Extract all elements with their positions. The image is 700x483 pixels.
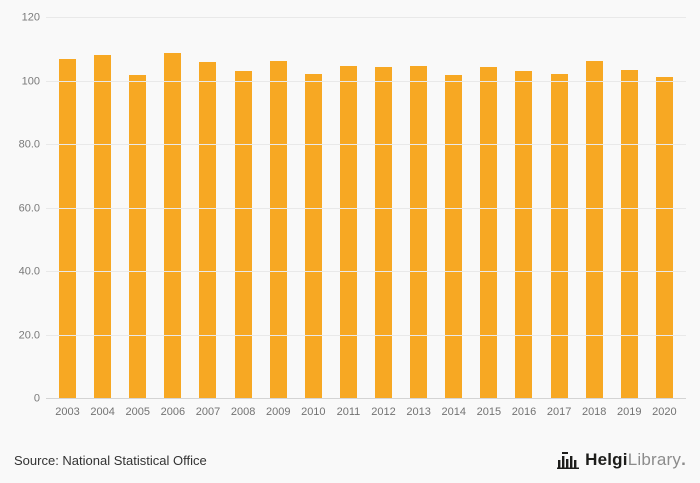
bar-2005[interactable] — [129, 74, 147, 399]
logo-text-dot: . — [681, 450, 686, 469]
x-axis-tick-label: 2008 — [230, 406, 256, 418]
bar-column: 2013 — [406, 18, 431, 418]
y-axis-tick-label: 0 — [33, 392, 40, 405]
y-axis-tick-label: 80.0 — [18, 138, 40, 151]
bar-chart-plot-area: 2003 2004 2005 2006 2007 2008 2009 2010 2011 2012… — [19, 12, 686, 418]
bar-2019[interactable] — [620, 70, 638, 399]
gridline — [46, 144, 686, 145]
x-axis-tick-label: 2015 — [476, 406, 502, 418]
bar-2017[interactable] — [550, 73, 568, 399]
bar-2008[interactable] — [234, 71, 252, 399]
x-axis-tick-label: 2020 — [652, 406, 677, 418]
x-axis-tick-label: 2011 — [336, 406, 361, 418]
bar-column: 2014 — [442, 18, 466, 418]
x-axis-tick-label: 2004 — [90, 406, 115, 418]
x-axis-tick-label: 2013 — [406, 406, 431, 418]
bar-2003[interactable] — [59, 59, 77, 399]
bar-column: 2004 — [90, 18, 115, 418]
helgilibrary-logo[interactable]: HelgiLibrary. — [557, 450, 686, 470]
gridline — [46, 271, 686, 272]
source-label: Source: National Statistical Office — [14, 452, 207, 468]
bar-2018[interactable] — [585, 60, 603, 399]
bar-column: 2007 — [196, 18, 220, 418]
bar-column: 2016 — [512, 18, 536, 418]
bar-2014[interactable] — [445, 75, 463, 399]
x-axis-tick-label: 2006 — [160, 406, 186, 418]
x-axis-tick-label: 2014 — [441, 406, 466, 418]
bar-2020[interactable] — [655, 77, 673, 399]
bar-column: 2003 — [55, 18, 80, 418]
bar-column: 2006 — [161, 18, 185, 418]
bar-2015[interactable] — [480, 67, 498, 399]
x-axis-tick-label: 2017 — [546, 406, 572, 418]
bar-2016[interactable] — [515, 71, 533, 399]
x-axis-tick-label: 2010 — [301, 406, 326, 418]
x-axis-tick-label: 2003 — [55, 406, 80, 418]
bar-series: 2003 2004 2005 2006 2007 2008 2009 2010 2011 2012… — [46, 18, 686, 418]
y-axis-tick-label: 120 — [21, 11, 40, 24]
logo-text-library: Library — [627, 450, 682, 469]
bar-column: 2008 — [231, 18, 255, 418]
bar-column: 2018 — [582, 18, 606, 418]
bar-column: 2015 — [477, 18, 501, 418]
bar-column: 2020 — [652, 18, 677, 418]
logo-text: HelgiLibrary. — [585, 450, 686, 470]
gridline — [46, 17, 686, 18]
helgilibrary-logo-icon — [557, 452, 580, 469]
bar-2004[interactable] — [94, 55, 112, 399]
x-axis-tick-label: 2012 — [371, 406, 396, 418]
gridline — [46, 207, 686, 209]
bar-2013[interactable] — [410, 65, 428, 399]
y-axis-tick-label: 40.0 — [18, 265, 40, 278]
x-axis-tick-label: 2019 — [617, 406, 642, 418]
bar-2006[interactable] — [164, 53, 182, 399]
gridline — [46, 334, 686, 336]
bar-column: 2009 — [266, 18, 290, 418]
bar-column: 2019 — [617, 18, 642, 418]
bar-2009[interactable] — [269, 61, 287, 399]
x-axis-tick-label: 2005 — [125, 406, 151, 418]
bar-2007[interactable] — [199, 62, 217, 399]
bar-column: 2005 — [126, 18, 150, 418]
gridline — [46, 80, 686, 82]
y-axis-tick-label: 20.0 — [18, 329, 40, 341]
x-axis-tick-label: 2018 — [581, 406, 607, 418]
bar-column: 2010 — [301, 18, 326, 418]
x-axis-line — [46, 398, 686, 399]
x-axis-tick-label: 2007 — [195, 406, 221, 418]
y-axis-tick-label: 60.0 — [18, 202, 40, 214]
logo-text-helgi: Helgi — [585, 450, 628, 469]
bar-column: 2012 — [371, 18, 396, 418]
x-axis-tick-label: 2009 — [265, 406, 291, 418]
bar-2011[interactable] — [339, 65, 357, 399]
bar-column: 2011 — [337, 18, 360, 418]
bar-2010[interactable] — [304, 74, 322, 399]
bar-column: 2017 — [547, 18, 571, 418]
bar-2012[interactable] — [375, 66, 393, 399]
footer: Source: National Statistical Office Helg… — [0, 437, 700, 483]
x-axis-tick-label: 2016 — [511, 406, 537, 418]
y-axis-tick-label: 100 — [21, 75, 40, 87]
